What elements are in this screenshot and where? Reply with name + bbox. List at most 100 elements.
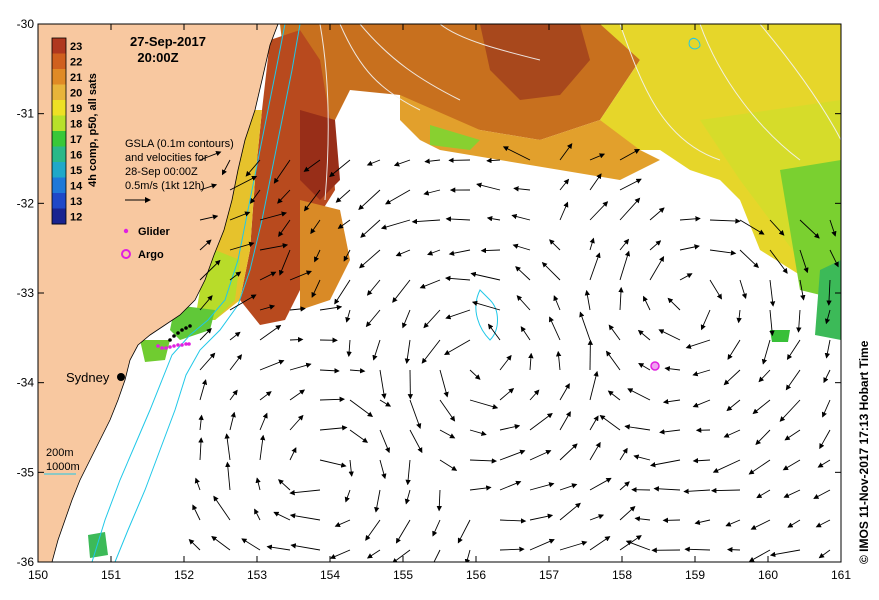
velocity-arrow [319, 459, 347, 468]
glider-marker-icon [123, 228, 129, 234]
colorbar-swatch [52, 193, 66, 209]
y-tick-label: -35 [17, 465, 35, 479]
velocity-arrow [225, 461, 231, 491]
velocity-arrow [700, 309, 711, 331]
velocity-arrow [360, 219, 381, 238]
sst-field [88, 24, 841, 558]
colorbar-tick-label: 19 [70, 103, 82, 115]
velocity-arrow [667, 297, 681, 311]
velocity-arrow [192, 504, 201, 521]
velocity-arrow [529, 450, 552, 461]
velocity-arrow [346, 339, 352, 357]
x-tick-label: 159 [685, 568, 705, 582]
glider-position [187, 342, 191, 346]
velocity-arrow [619, 197, 641, 221]
velocity-arrow [229, 411, 236, 431]
velocity-arrow [823, 369, 831, 384]
velocity-arrow [589, 514, 605, 521]
velocity-arrow [619, 447, 628, 461]
velocity-arrow [345, 309, 351, 323]
velocity-arrow [786, 339, 801, 360]
colorbar-tick-label: 18 [70, 118, 82, 130]
colorbar-swatch [52, 38, 66, 54]
x-tick-label: 157 [539, 568, 559, 582]
velocity-arrow [188, 538, 201, 551]
colorbar-tick-label: 17 [70, 134, 82, 146]
velocity-arrow [643, 295, 651, 311]
velocity-arrow [344, 489, 351, 503]
velocity-arrow [289, 362, 312, 371]
velocity-arrow [817, 459, 831, 468]
colorbar-swatch [52, 69, 66, 85]
velocity-arrow [679, 273, 693, 281]
legend-1000m: 1000m [46, 461, 80, 473]
velocity-arrow [259, 304, 276, 311]
velocity-arrow [278, 479, 291, 491]
velocity-arrow [199, 151, 222, 161]
velocity-arrow [439, 459, 458, 471]
x-tick-label: 152 [174, 568, 194, 582]
velocity-arrow [638, 362, 651, 371]
y-tick-label: -33 [17, 286, 35, 300]
velocity-arrow [529, 538, 555, 551]
velocity-arrow [499, 424, 521, 431]
velocity-arrow [337, 219, 351, 229]
colorbar-tick-label: 20 [70, 87, 82, 99]
velocity-arrow [279, 249, 291, 276]
velocity-arrow [319, 304, 343, 311]
velocity-arrow [421, 339, 441, 364]
credit-text: © IMOS 11-Nov-2017 17:13 Hobart Time [857, 340, 871, 564]
velocity-arrow [589, 252, 601, 281]
velocity-arrow [559, 178, 570, 191]
velocity-arrow [618, 286, 624, 311]
velocity-arrow [391, 549, 411, 562]
velocity-arrow [619, 250, 631, 281]
velocity-arrow [559, 502, 581, 521]
velocity-arrow [559, 383, 570, 401]
velocity-arrow [821, 399, 831, 418]
sydney-marker-icon [117, 373, 125, 381]
velocity-arrow [335, 189, 351, 203]
velocity-arrow [625, 540, 651, 551]
velocity-arrow [559, 483, 578, 491]
velocity-arrow [829, 219, 837, 237]
velocity-arrow [424, 158, 441, 164]
velocity-arrow [289, 389, 306, 401]
velocity-arrow [515, 266, 531, 281]
velocity-arrow [255, 477, 261, 491]
velocity-arrow [599, 414, 621, 431]
velocity-arrow [366, 159, 381, 166]
velocity-arrow [199, 327, 212, 341]
velocity-arrow [445, 275, 471, 282]
velocity-arrow [619, 178, 642, 191]
velocity-arrow [634, 516, 651, 522]
velocity-arrow [723, 429, 741, 438]
velocity-arrow [365, 309, 381, 328]
velocity-arrow [487, 323, 501, 341]
colorbar-swatch [52, 208, 66, 225]
velocity-arrow [589, 173, 602, 191]
velocity-arrow [755, 429, 771, 446]
velocity-arrow [259, 391, 272, 401]
velocity-arrow [319, 425, 348, 431]
velocity-arrow [329, 159, 351, 178]
velocity-arrow [799, 219, 820, 239]
velocity-arrow [199, 352, 216, 371]
velocity-arrow [813, 489, 831, 499]
velocity-arrow [199, 295, 213, 311]
velocity-arrow [555, 350, 562, 371]
velocity-arrow [366, 549, 381, 559]
velocity-arrow [199, 239, 212, 251]
velocity-arrow [439, 399, 456, 422]
legend-gsla-line-1: GSLA (0.1m contours) [125, 138, 234, 150]
velocity-arrow [664, 366, 681, 372]
velocity-arrow [469, 369, 481, 380]
velocity-arrow [748, 549, 771, 562]
velocity-arrow [683, 488, 711, 495]
velocity-arrow [445, 216, 471, 222]
colorbar-swatch [52, 177, 66, 194]
velocity-arrow [559, 201, 569, 221]
velocity-arrow [199, 183, 218, 191]
velocity-arrow [213, 495, 231, 521]
